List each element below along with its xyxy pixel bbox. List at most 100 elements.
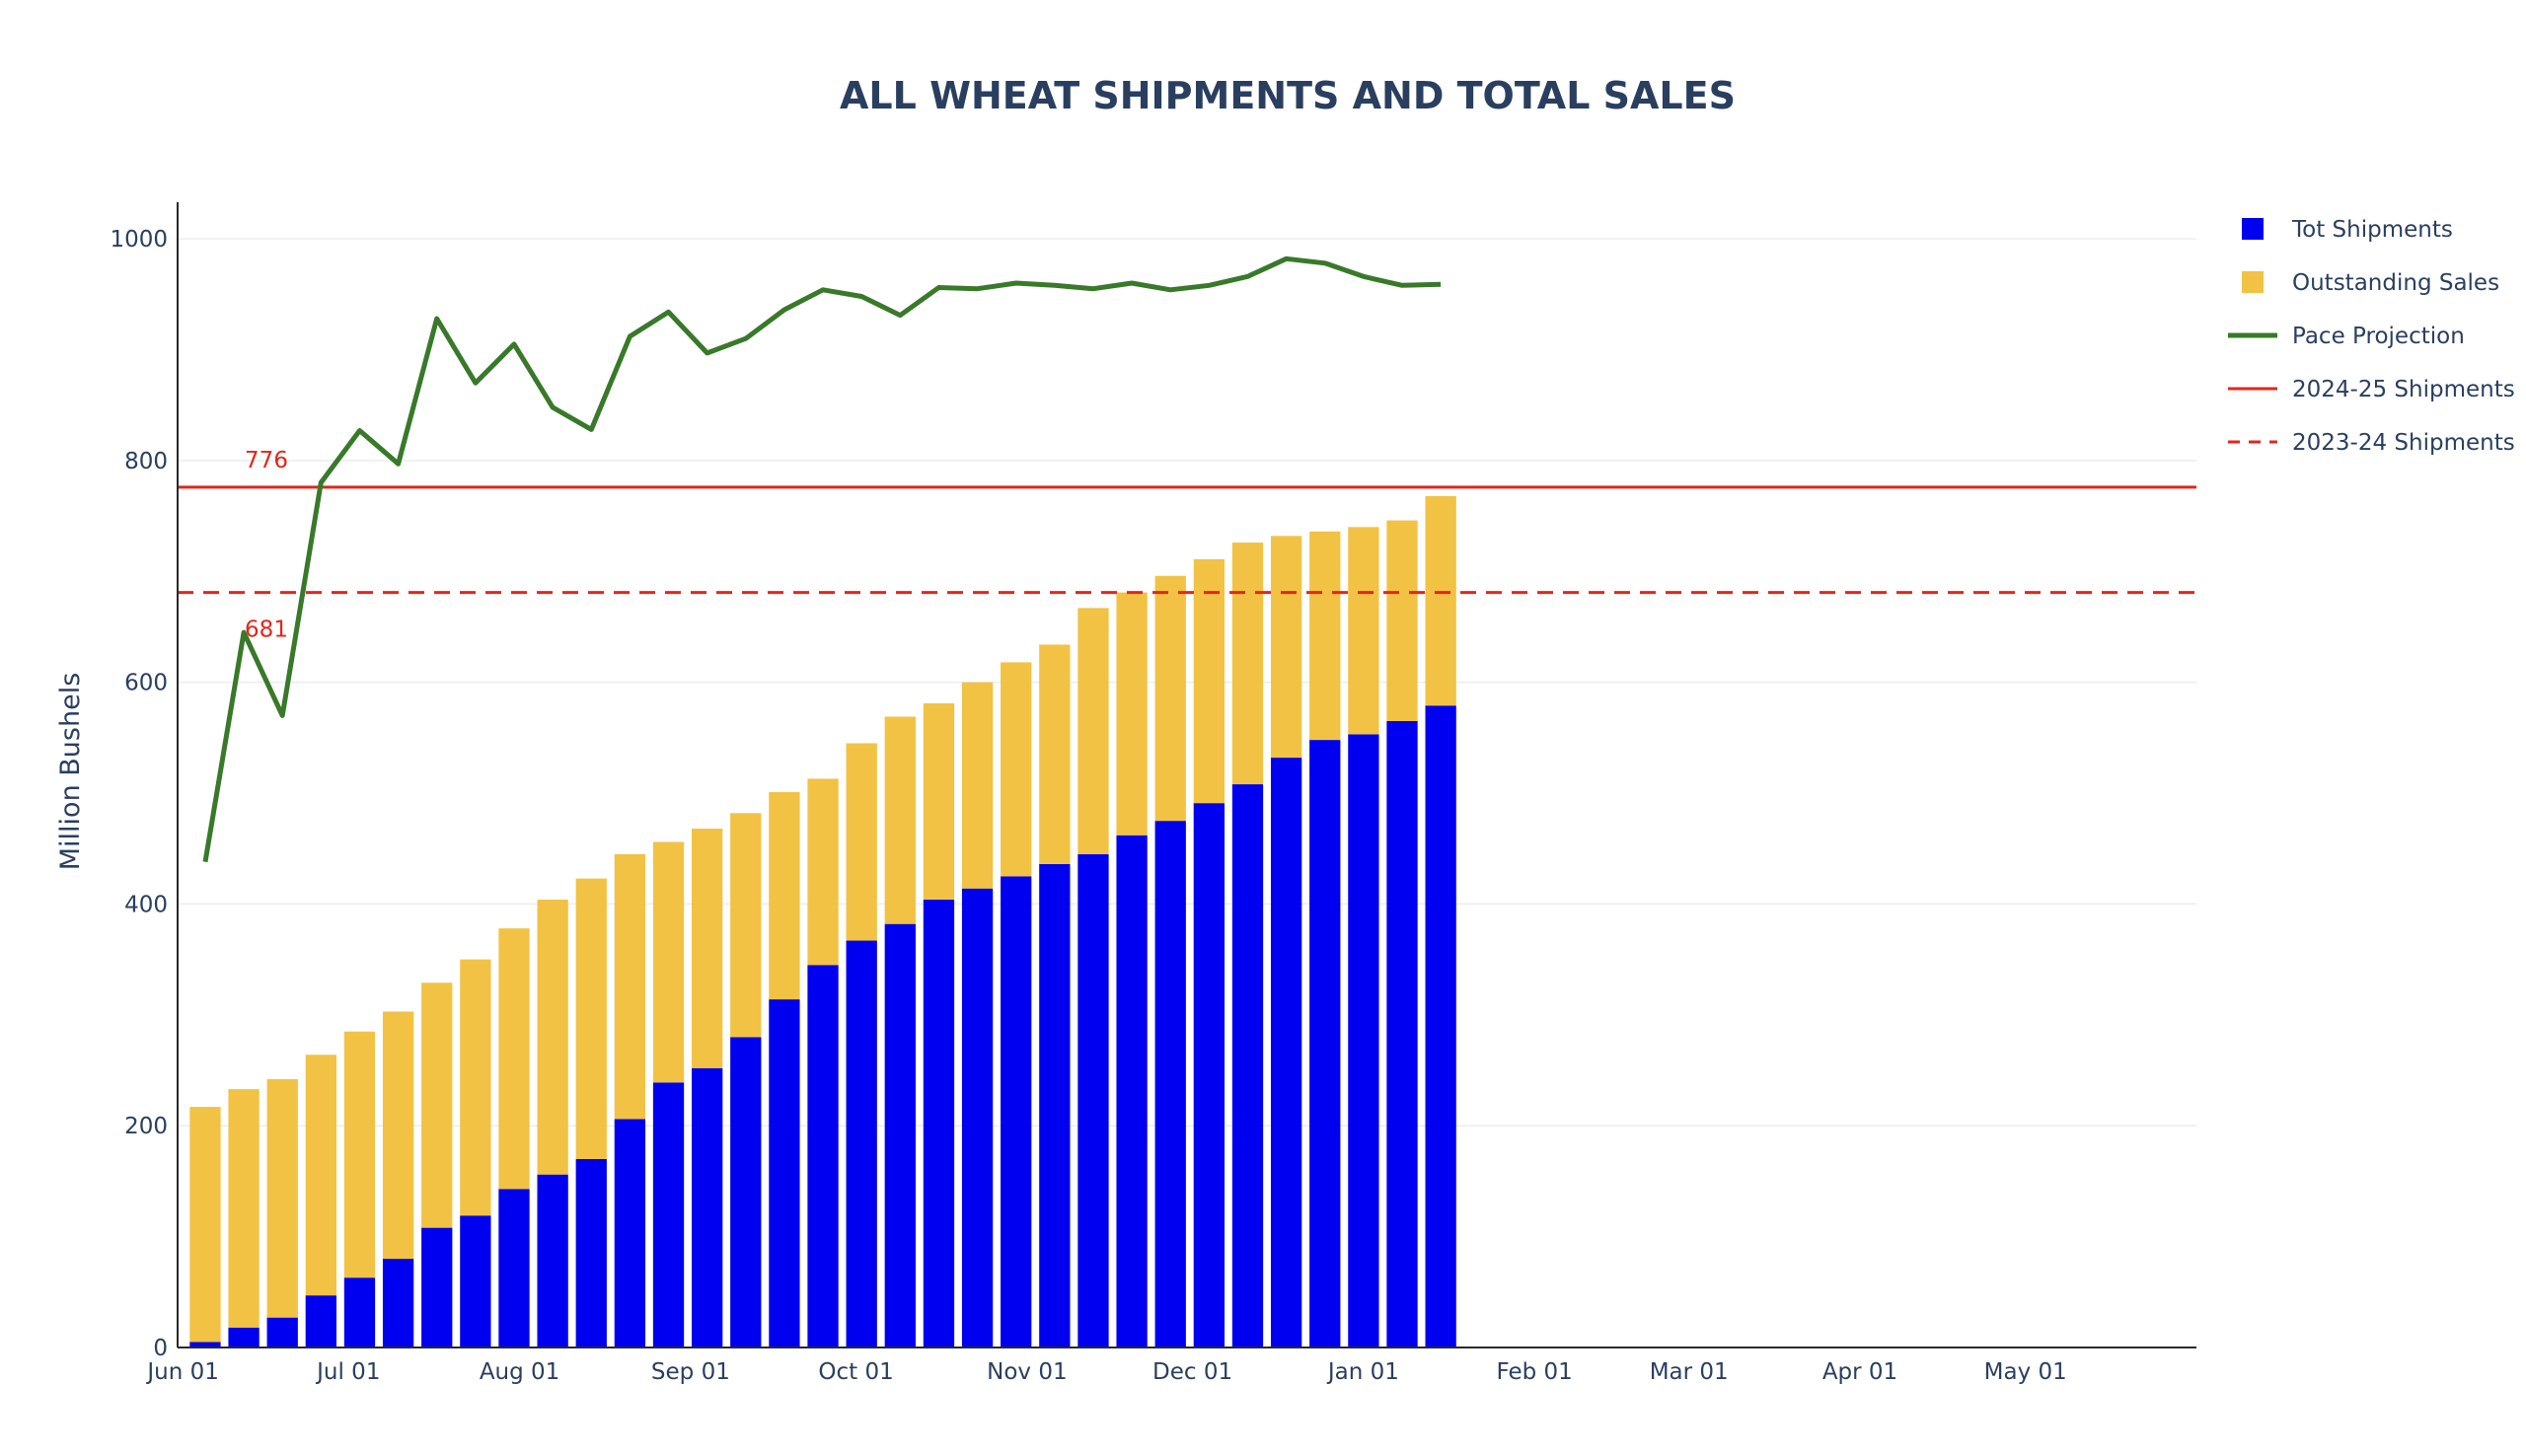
bar-outstanding-sales: [1425, 495, 1456, 706]
bar-tot-shipments: [382, 1259, 414, 1347]
legend-label: Outstanding Sales: [2292, 270, 2499, 296]
bar-tot-shipments: [1425, 705, 1456, 1347]
bar-tot-shipments: [769, 999, 800, 1347]
x-tick-label: May 01: [1984, 1359, 2067, 1385]
bar-outstanding-sales: [1154, 575, 1186, 822]
bar-outstanding-sales: [1348, 527, 1379, 735]
bar-tot-shipments: [1154, 821, 1186, 1347]
legend-label: Tot Shipments: [2291, 217, 2453, 243]
bar-outstanding-sales: [961, 682, 994, 889]
legend-label: 2024-25 Shipments: [2292, 377, 2515, 402]
x-tick-label: Jul 01: [315, 1359, 380, 1385]
legend-item[interactable]: Pace Projection: [2228, 324, 2465, 349]
bar-tot-shipments: [228, 1327, 260, 1347]
bar-tot-shipments: [1309, 740, 1341, 1347]
bar-tot-shipments: [537, 1174, 568, 1347]
bar-outstanding-sales: [421, 983, 453, 1228]
y-tick-label: 400: [124, 892, 168, 917]
bar-outstanding-sales: [1039, 644, 1071, 864]
bar-tot-shipments: [1039, 863, 1071, 1347]
bar-tot-shipments: [1270, 758, 1302, 1347]
bar-outstanding-sales: [382, 1011, 414, 1260]
x-tick-label: Feb 01: [1497, 1359, 1573, 1385]
bar-tot-shipments: [575, 1158, 607, 1347]
bar-outstanding-sales: [1270, 536, 1302, 759]
bar-tot-shipments: [884, 923, 916, 1347]
y-tick-label: 800: [124, 449, 168, 474]
reference-lines: [178, 485, 2196, 595]
legend-item[interactable]: 2024-25 Shipments: [2228, 377, 2515, 402]
bar-outstanding-sales: [1386, 520, 1418, 721]
bar-outstanding-sales: [1193, 558, 1226, 804]
legend-swatch: [2242, 218, 2264, 240]
bar-outstanding-sales: [305, 1055, 336, 1296]
bar-outstanding-sales: [266, 1079, 298, 1318]
bar-tot-shipments: [1386, 720, 1418, 1347]
bar-outstanding-sales: [884, 716, 916, 924]
bar-tot-shipments: [460, 1215, 491, 1347]
x-tick-label: Sep 01: [651, 1359, 730, 1385]
annotations: 776 681: [245, 448, 288, 643]
bar-tot-shipments: [343, 1277, 376, 1347]
bar-tot-shipments: [1001, 876, 1032, 1347]
legend-item[interactable]: Outstanding Sales: [2242, 270, 2499, 296]
legend-item[interactable]: 2023-24 Shipments: [2228, 430, 2515, 456]
bar-outstanding-sales: [1077, 608, 1109, 854]
annotation-776: 776: [245, 448, 288, 473]
legend-swatch: [2242, 271, 2264, 293]
x-tick-label: Dec 01: [1152, 1359, 1232, 1385]
bar-outstanding-sales: [228, 1089, 260, 1328]
bar-tot-shipments: [730, 1037, 762, 1347]
bar-tot-shipments: [266, 1317, 298, 1347]
bar-outstanding-sales: [498, 928, 530, 1190]
bar-outstanding-sales: [343, 1031, 376, 1278]
gridlines: [178, 238, 2196, 1127]
bar-outstanding-sales: [652, 841, 685, 1083]
bar-tot-shipments: [1193, 803, 1226, 1347]
bar-outstanding-sales: [923, 703, 955, 900]
bar-tot-shipments: [614, 1119, 646, 1347]
y-tick-label: 600: [124, 671, 168, 696]
bar-outstanding-sales: [1309, 531, 1341, 741]
legend[interactable]: Tot Shipments Outstanding Sales Pace Proje…: [2228, 217, 2515, 456]
axes: 0 200 400 600 800 1000 Jun 01 Jul 01 Aug 01 Sep 0…: [110, 202, 2196, 1385]
x-tick-label: Apr 01: [1822, 1359, 1897, 1385]
bar-outstanding-sales: [614, 853, 646, 1120]
bar-tot-shipments: [692, 1067, 723, 1347]
bar-outstanding-sales: [769, 791, 800, 1000]
bar-tot-shipments: [923, 899, 955, 1347]
annotation-681: 681: [245, 618, 288, 643]
bar-outstanding-sales: [1231, 543, 1264, 785]
bar-outstanding-sales: [537, 899, 568, 1175]
x-tick-label: Jun 01: [145, 1359, 219, 1385]
bar-outstanding-sales: [807, 778, 839, 966]
bar-tot-shipments: [1231, 784, 1264, 1347]
bar-tot-shipments: [846, 940, 877, 1347]
x-tick-label: Nov 01: [987, 1359, 1067, 1385]
pace-projection-line: [202, 255, 1442, 863]
bar-tot-shipments: [498, 1189, 530, 1347]
bar-tot-shipments: [1077, 853, 1109, 1347]
y-axis-title: Million Bushels: [55, 673, 86, 871]
y-tick-label: 200: [124, 1114, 168, 1139]
chart-title: ALL WHEAT SHIPMENTS AND TOTAL SALES: [840, 74, 1736, 117]
bar-tot-shipments: [807, 965, 839, 1347]
x-tick-label: Jan 01: [1326, 1359, 1399, 1385]
x-tick-label: Oct 01: [818, 1359, 893, 1385]
bar-outstanding-sales: [575, 878, 607, 1159]
bar-tot-shipments: [305, 1295, 336, 1347]
bar-outstanding-sales: [846, 743, 877, 941]
y-tick-label: 1000: [110, 227, 168, 253]
bar-tot-shipments: [421, 1227, 453, 1347]
bar-tot-shipments: [1348, 734, 1379, 1347]
legend-item[interactable]: Tot Shipments: [2242, 217, 2453, 243]
bar-outstanding-sales: [730, 813, 762, 1038]
bar-outstanding-sales: [1001, 662, 1032, 877]
bar-tot-shipments: [1116, 835, 1148, 1347]
y-tick-label: 0: [153, 1336, 168, 1361]
legend-label: Pace Projection: [2292, 324, 2465, 349]
pace-projection-path: [202, 255, 1442, 863]
bar-outstanding-sales: [1116, 592, 1148, 836]
bar-tot-shipments: [189, 1342, 221, 1347]
